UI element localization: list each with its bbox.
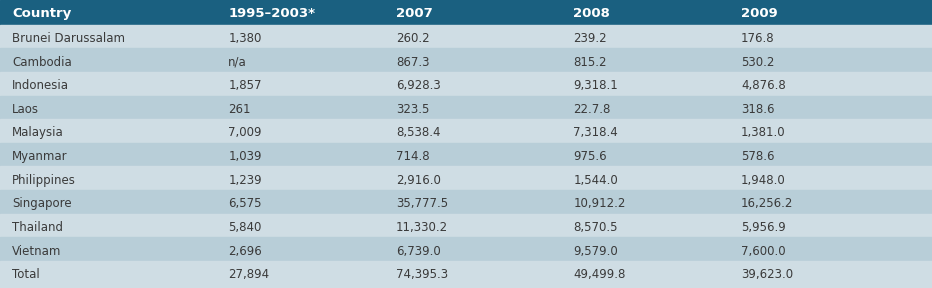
Text: 1,544.0: 1,544.0 — [573, 174, 618, 187]
Text: 10,912.2: 10,912.2 — [573, 197, 625, 210]
Text: 318.6: 318.6 — [741, 103, 774, 116]
Bar — [0, 190, 932, 214]
Text: 975.6: 975.6 — [573, 150, 607, 163]
Text: 323.5: 323.5 — [396, 103, 430, 116]
Text: 22.7.8: 22.7.8 — [573, 103, 610, 116]
Bar — [0, 48, 932, 72]
Text: 1,039: 1,039 — [228, 150, 262, 163]
Text: 5,956.9: 5,956.9 — [741, 221, 786, 234]
Text: 1,239: 1,239 — [228, 174, 262, 187]
Text: Singapore: Singapore — [12, 197, 72, 210]
Text: 27,894: 27,894 — [228, 268, 269, 281]
Text: 49,499.8: 49,499.8 — [573, 268, 625, 281]
Text: 1,948.0: 1,948.0 — [741, 174, 786, 187]
Text: Indonesia: Indonesia — [12, 79, 69, 92]
Text: 1,857: 1,857 — [228, 79, 262, 92]
Text: 1,380: 1,380 — [228, 32, 262, 45]
Text: Total: Total — [12, 268, 40, 281]
Text: 578.6: 578.6 — [741, 150, 774, 163]
Text: 39,623.0: 39,623.0 — [741, 268, 793, 281]
Text: 16,256.2: 16,256.2 — [741, 197, 793, 210]
Text: 867.3: 867.3 — [396, 56, 430, 69]
Bar — [0, 25, 932, 48]
Bar — [0, 214, 932, 237]
Bar — [0, 119, 932, 143]
Text: Philippines: Philippines — [12, 174, 76, 187]
Text: 2,916.0: 2,916.0 — [396, 174, 441, 187]
Text: 11,330.2: 11,330.2 — [396, 221, 448, 234]
Text: Country: Country — [12, 7, 72, 20]
Text: Cambodia: Cambodia — [12, 56, 72, 69]
Text: 1995–2003*: 1995–2003* — [228, 7, 315, 20]
Text: 6,928.3: 6,928.3 — [396, 79, 441, 92]
Bar — [0, 237, 932, 261]
Text: 9,579.0: 9,579.0 — [573, 245, 618, 257]
Text: 8,570.5: 8,570.5 — [573, 221, 618, 234]
Bar — [0, 285, 932, 288]
Text: 5,840: 5,840 — [228, 221, 262, 234]
Text: 1,381.0: 1,381.0 — [741, 126, 786, 139]
Text: 4,876.8: 4,876.8 — [741, 79, 786, 92]
Text: 2,696: 2,696 — [228, 245, 262, 257]
Text: 714.8: 714.8 — [396, 150, 430, 163]
Text: Thailand: Thailand — [12, 221, 63, 234]
Text: 8,538.4: 8,538.4 — [396, 126, 441, 139]
Text: 6,575: 6,575 — [228, 197, 262, 210]
Text: 239.2: 239.2 — [573, 32, 607, 45]
Text: 7,600.0: 7,600.0 — [741, 245, 786, 257]
Bar — [0, 261, 932, 285]
Text: 2007: 2007 — [396, 7, 432, 20]
Text: 815.2: 815.2 — [573, 56, 607, 69]
Text: 2009: 2009 — [741, 7, 777, 20]
Text: Brunei Darussalam: Brunei Darussalam — [12, 32, 125, 45]
Bar — [0, 166, 932, 190]
Text: 2008: 2008 — [573, 7, 610, 20]
Bar — [0, 0, 932, 25]
Text: 74,395.3: 74,395.3 — [396, 268, 448, 281]
Bar — [0, 72, 932, 96]
Text: Vietnam: Vietnam — [12, 245, 62, 257]
Text: 9,318.1: 9,318.1 — [573, 79, 618, 92]
Text: Myanmar: Myanmar — [12, 150, 68, 163]
Text: 6,739.0: 6,739.0 — [396, 245, 441, 257]
Text: 35,777.5: 35,777.5 — [396, 197, 448, 210]
Text: 7,318.4: 7,318.4 — [573, 126, 618, 139]
Text: 260.2: 260.2 — [396, 32, 430, 45]
Bar — [0, 143, 932, 166]
Text: 261: 261 — [228, 103, 251, 116]
Text: 176.8: 176.8 — [741, 32, 774, 45]
Text: Laos: Laos — [12, 103, 39, 116]
Text: 7,009: 7,009 — [228, 126, 262, 139]
Text: 530.2: 530.2 — [741, 56, 774, 69]
Text: Malaysia: Malaysia — [12, 126, 64, 139]
Bar — [0, 96, 932, 119]
Text: n/a: n/a — [228, 56, 247, 69]
